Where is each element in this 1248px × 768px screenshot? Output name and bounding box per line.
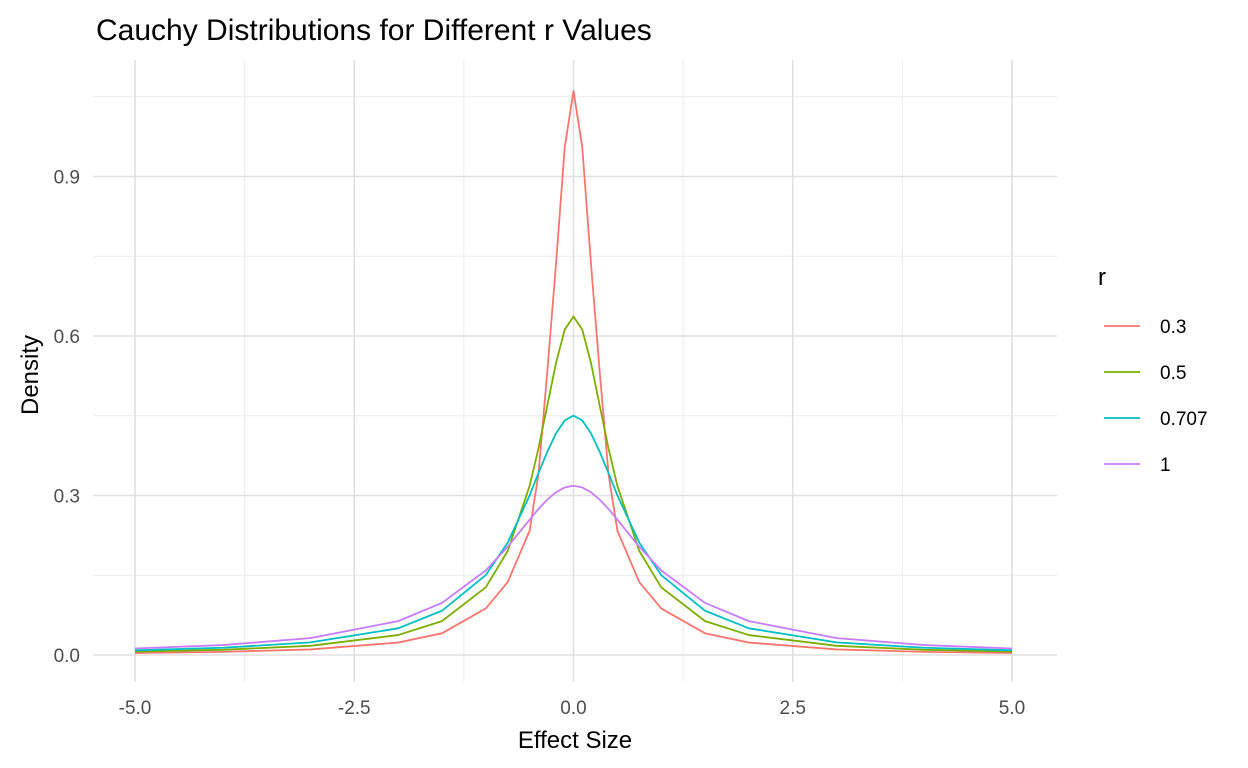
- x-axis-ticks: -5.0 -2.5 0.0 2.5 5.0: [119, 698, 1026, 719]
- series-lines: [134, 90, 1013, 654]
- series-line-r-0_707: [134, 414, 1013, 652]
- x-tick-label: 0.0: [560, 698, 586, 719]
- x-axis-label: Effect Size: [518, 727, 632, 754]
- legend: r 0.3 0.5 0.707 1: [1098, 264, 1208, 476]
- series-line-r-0_3: [134, 90, 1013, 654]
- legend-title: r: [1098, 264, 1106, 291]
- x-tick-label: 5.0: [999, 698, 1025, 719]
- series-line-r-0_5: [134, 315, 1013, 653]
- legend-items: 0.3 0.5 0.707 1: [1104, 317, 1208, 476]
- legend-label: 1: [1160, 455, 1171, 476]
- y-tick-label: 0.3: [54, 487, 80, 508]
- y-tick-label: 0.6: [54, 327, 80, 348]
- legend-label: 0.3: [1160, 317, 1186, 338]
- chart-title: Cauchy Distributions for Different r Val…: [96, 14, 652, 47]
- series-line-r-1: [134, 484, 1013, 650]
- y-axis-label: Density: [17, 335, 44, 415]
- grid: [93, 60, 1057, 682]
- y-tick-label: 0.9: [54, 168, 80, 189]
- y-tick-label: 0.0: [54, 646, 80, 667]
- legend-label: 0.707: [1160, 409, 1208, 430]
- x-tick-label: -2.5: [338, 698, 371, 719]
- legend-label: 0.5: [1160, 363, 1186, 384]
- y-axis-ticks: 0.0 0.3 0.6 0.9: [54, 168, 80, 668]
- x-tick-label: -5.0: [119, 698, 152, 719]
- x-tick-label: 2.5: [780, 698, 806, 719]
